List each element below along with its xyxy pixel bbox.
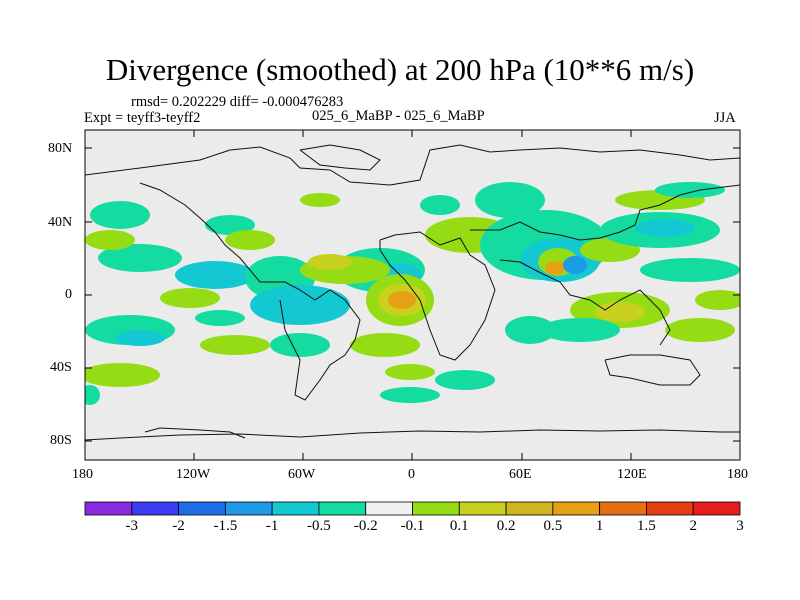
lat-label-80s: 80S: [50, 433, 72, 448]
contour-region-neg-light: [420, 195, 460, 215]
contour-region-pos-light: [385, 364, 435, 380]
colorbar-label: -1.5: [213, 518, 238, 534]
divergence-field: [85, 130, 740, 460]
colorbar-swatch: [412, 501, 460, 516]
colorbar-swatch: [224, 501, 273, 516]
lon-label-180e: 180: [727, 467, 748, 482]
contour-region-neg-light: [505, 316, 555, 344]
contour-region-neg-light: [205, 215, 255, 235]
lon-label-180w: 180: [72, 467, 93, 482]
colorbar-label: -2: [172, 518, 185, 534]
colorbar-swatch: [131, 501, 179, 516]
contour-region-neg-light: [540, 318, 620, 342]
contour-region-pos-max: [388, 291, 416, 309]
contour-region-pos-light: [665, 318, 735, 342]
coastlines: [85, 144, 740, 441]
colorbar-label: 0.5: [543, 518, 563, 534]
colorbar-swatch: [365, 501, 413, 516]
lat-label-40n: 40N: [48, 215, 73, 230]
contour-region-pos-light: [200, 335, 270, 355]
contour-region-neg-light: [435, 370, 495, 390]
colorbar-label: -1: [265, 518, 279, 534]
colorbar-label: -0.5: [307, 518, 331, 534]
colorbar-swatch: [271, 501, 320, 516]
contour-region-neg-light: [195, 310, 245, 326]
colorbar-swatch: [84, 501, 133, 516]
colorbar-label: 0.2: [496, 518, 516, 534]
contour-region-neg-strong: [563, 256, 587, 274]
colorbar-swatch: [599, 501, 647, 516]
lon-label-60e: 60E: [509, 467, 532, 482]
contour-region-neg-mid: [175, 261, 255, 289]
contour-region-neg-light: [640, 258, 740, 282]
lon-label-0: 0: [408, 467, 415, 482]
lon-label-120w: 120W: [176, 467, 211, 482]
contour-region-neg-light: [90, 201, 150, 229]
contour-region-pos-light: [85, 230, 135, 250]
contour-region-neg-mid: [635, 219, 695, 237]
expt-line: Expt = teyff3-teyff2: [84, 110, 201, 126]
contour-region-pos-light: [350, 333, 420, 357]
colorbar-label: -0.1: [400, 518, 425, 534]
season-label: JJA: [714, 110, 736, 126]
lat-label-eq: 0: [65, 287, 72, 302]
contour-region-pos-light: [300, 193, 340, 207]
colorbar-swatch: [318, 501, 367, 516]
colorbar-label: -3: [125, 518, 139, 534]
colorbar-swatch: [552, 501, 601, 516]
colorbar-swatch: [692, 501, 741, 516]
contour-region-neg-light: [98, 244, 182, 272]
colorbar-swatch: [458, 501, 507, 516]
lat-label-40s: 40S: [50, 360, 72, 375]
lon-label-60w: 60W: [288, 467, 316, 482]
contour-region-pos-light: [695, 290, 740, 310]
lon-label-120e: 120E: [617, 467, 647, 482]
contour-region-pos-mid: [595, 302, 645, 322]
contour-fill-layer: [85, 182, 740, 405]
plot-title: Divergence (smoothed) at 200 hPa (10**6 …: [105, 52, 695, 87]
colorbar-swatch: [178, 501, 226, 516]
colorbar: [84, 501, 741, 516]
contour-region-neg-mid: [115, 330, 165, 346]
axis-ticks: [84, 130, 741, 460]
contour-region-neg-mid: [250, 285, 350, 325]
contour-region-pos-light: [160, 288, 220, 308]
contour-region-neg-light: [270, 333, 330, 357]
contour-region-pos-max: [545, 261, 565, 275]
colorbar-swatch: [505, 501, 554, 516]
colorbar-label: -0.2: [353, 518, 378, 534]
contour-region-neg-light: [655, 182, 725, 198]
colorbar-label: 0.1: [449, 518, 469, 534]
colorbar-swatch: [646, 501, 694, 516]
contour-region-pos-light: [225, 230, 275, 250]
colorbar-label: 3: [736, 518, 744, 534]
contour-region-neg-light: [85, 385, 100, 405]
contour-region-pos-mid: [308, 254, 352, 270]
lat-label-80n: 80N: [48, 141, 73, 156]
colorbar-label: 1: [595, 518, 604, 534]
colorbar-label: 1.5: [637, 518, 656, 534]
contour-region-neg-light: [380, 387, 440, 403]
contour-region-neg-light: [475, 182, 545, 218]
contour-region-pos-light: [85, 363, 160, 387]
stats-line: rmsd= 0.202229 diff= -0.000476283: [131, 94, 344, 110]
colorbar-label: 2: [689, 518, 697, 534]
case-line: 025_6_MaBP - 025_6_MaBP: [312, 108, 485, 124]
